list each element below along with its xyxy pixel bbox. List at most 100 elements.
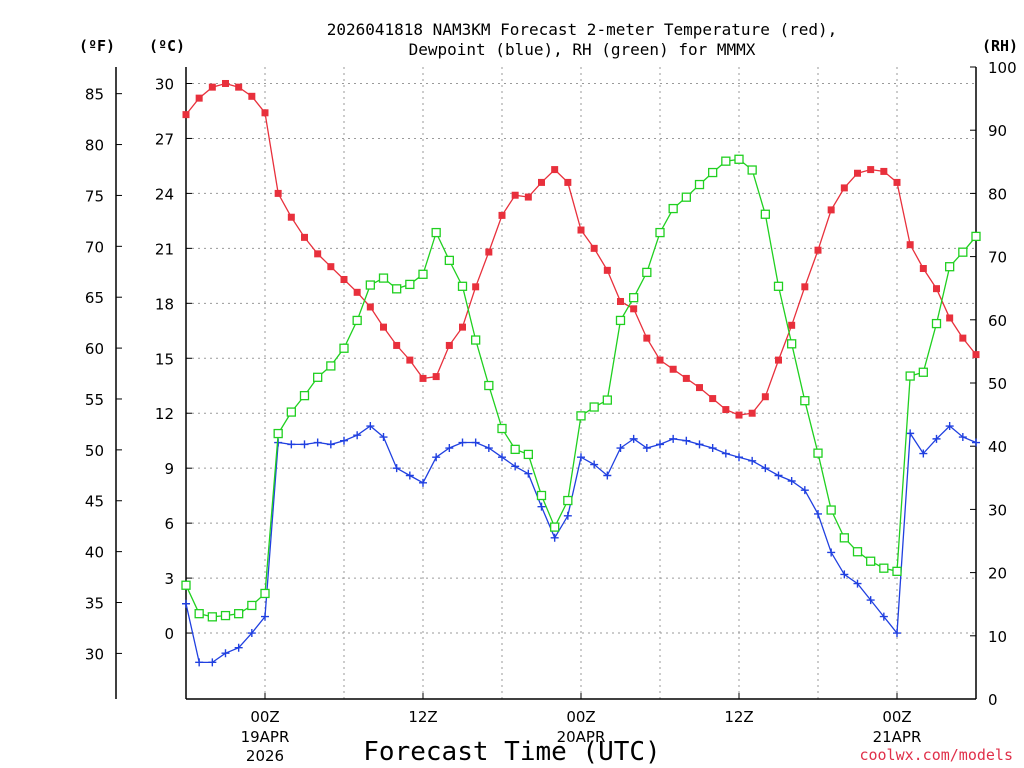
rh-point [313,372,323,382]
rh-point [694,179,705,190]
rh-point [523,449,533,460]
rh-point [800,396,810,406]
dewpoint-point [656,440,664,449]
dewpoint-point [814,509,822,518]
rh-point [958,247,968,257]
rh-point [194,609,204,619]
temperature-point [472,283,480,291]
x-tick-label: 00Z [882,708,911,726]
temperature-point [511,191,519,199]
temperature-point [880,167,888,175]
rh-point [378,273,389,283]
temperature-point [327,263,335,271]
temperature-point [840,184,848,192]
temperature-point [669,365,677,373]
rh-tick-label: 60 [988,312,1007,330]
temperature-point [287,213,295,221]
dewpoint-point [840,570,849,579]
axes: 0 3 6 9 12 15 18 21 24 27 30 30 35 40 45 50 55 60 65 70 75 80… [85,59,1017,765]
rh-point [892,566,902,576]
rh-tick-label: 50 [988,375,1007,393]
dewpoint-point [906,429,915,438]
credit-text: coolwx.com/models [859,746,1013,764]
celsius-tick-label: 15 [155,350,174,368]
temperature-point [761,393,769,401]
dewpoint-point [972,438,980,447]
dewpoint-point [458,438,467,447]
temperature-point [682,374,690,382]
rh-point [431,227,441,238]
rh-point [247,600,257,611]
rh-point [471,335,481,345]
dewpoint-point [300,440,309,449]
x-tick-label: 00Z [250,708,279,726]
rh-point [760,209,770,219]
fahrenheit-tick-label: 75 [85,187,104,205]
rh-tick-label: 90 [988,122,1007,140]
temperature-point [419,374,427,382]
rh-point [734,154,744,164]
rh-tick-label: 10 [988,628,1007,646]
temperature-point [643,334,651,342]
fahrenheit-tick-label: 45 [85,493,104,511]
rh-point [220,610,231,621]
series-dewpoint [182,422,980,667]
rh-point [510,444,520,455]
rh-point [457,281,468,291]
dewpoint-point [695,440,704,449]
celsius-tick-label: 27 [155,130,174,148]
rh-tick-label: 20 [988,565,1007,583]
rh-point [918,367,928,377]
dewpoint-point [287,440,296,449]
dewpoint-point [392,464,401,473]
dewpoint-point [761,464,770,473]
rh-tick-label: 0 [988,691,998,709]
rh-point [681,192,691,202]
temperature-point [393,341,401,349]
fahrenheit-tick-label: 30 [85,645,104,663]
dewpoint-point [748,456,757,465]
temperature-point [182,111,190,119]
temperature-point [867,166,875,174]
rh-point [326,361,336,371]
temperature-point [590,244,598,252]
dewpoint-point [537,502,546,511]
fahrenheit-tick-label: 55 [85,391,104,409]
fahrenheit-unit-label: (ºF) [79,37,115,55]
temperature-point [722,406,730,414]
x-axis-label: Forecast Time (UTC) [363,737,660,767]
rh-point [484,380,494,391]
rh-point [260,588,270,599]
fahrenheit-tick-label: 40 [85,544,104,562]
dewpoint-point [603,471,612,480]
temperature-point [656,356,664,364]
temperature-point [959,334,967,342]
celsius-tick-label: 6 [164,515,174,533]
dewpoint-point [735,453,743,462]
dewpoint-point [419,478,427,487]
dewpoint-point [866,596,875,605]
dewpoint-point [629,434,638,443]
temperature-point [748,409,756,417]
fahrenheit-tick-label: 65 [85,289,104,307]
rh-point [813,448,823,458]
dewpoint-point [405,471,414,480]
dewpoint-point [366,422,375,431]
rh-point [444,255,454,266]
dewpoint-point [932,434,941,443]
temperature-point [406,356,414,364]
rh-point [352,315,362,326]
temperature-point [617,297,624,305]
dewpoint-point [353,431,362,440]
temperature-point [788,321,796,329]
dewpoint-point [208,658,217,667]
dewpoint-point [590,460,599,469]
temperature-point [274,189,282,197]
rh-point [286,407,296,417]
celsius-tick-label: 12 [155,405,174,423]
celsius-tick-label: 30 [155,75,174,93]
dewpoint-point [616,444,625,453]
temperature-point [564,178,572,186]
rh-point [826,505,836,515]
